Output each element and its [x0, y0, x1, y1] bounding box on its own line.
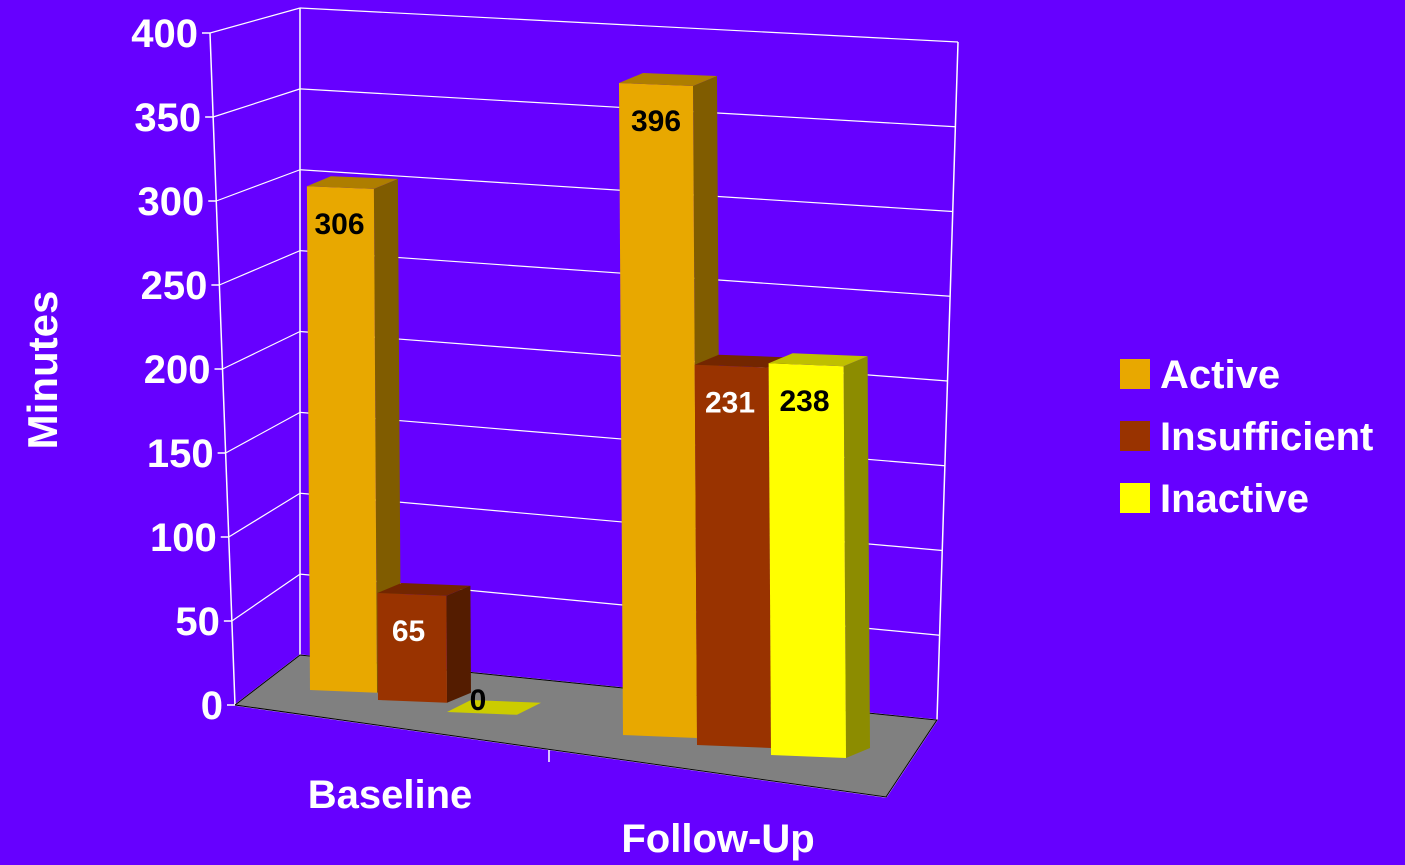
bar-front-face — [377, 593, 447, 703]
gridline-side — [212, 88, 301, 118]
gridline-back — [299, 7, 959, 43]
y-tick-label: 200 — [144, 348, 211, 392]
gridline-side — [225, 411, 301, 454]
bar-top-face — [694, 354, 793, 368]
gridline-side — [219, 250, 301, 286]
legend-swatch — [1120, 359, 1150, 389]
bar-active-baseline — [306, 176, 401, 693]
bar-top-face — [768, 353, 868, 367]
bar-side-face — [373, 178, 401, 693]
bar-insufficient-baseline — [377, 583, 471, 703]
y-tick-label: 100 — [150, 516, 217, 560]
bar-front-face — [306, 186, 377, 693]
bar-front-face — [768, 363, 846, 758]
legend-item-insufficient: Insufficient — [1120, 415, 1373, 459]
data-label-insufficient-baseline: 65 — [392, 615, 425, 648]
y-tick-label: 400 — [131, 12, 198, 56]
bar-inactive-baseline — [447, 700, 541, 715]
y-axis-title: Minutes — [19, 291, 66, 450]
legend-label: Active — [1160, 353, 1280, 397]
y-tick-label: 50 — [175, 600, 220, 644]
gridline-side — [216, 169, 301, 202]
legend-label: Inactive — [1160, 477, 1309, 521]
y-axis: 0 50 100 150 200 250 300 350 400 — [131, 12, 235, 728]
bar-side-face — [843, 356, 870, 758]
category-label-baseline: Baseline — [308, 773, 473, 817]
bar-front-face — [619, 83, 697, 738]
bar-inactive-follow-up — [768, 353, 870, 758]
data-label-inactive-follow-up: 238 — [779, 385, 829, 418]
category-labels: Baseline Follow-Up — [308, 773, 815, 861]
y-tick-label: 150 — [147, 432, 214, 476]
bar-front-face — [694, 364, 771, 748]
data-label-active-baseline: 306 — [314, 208, 364, 241]
legend-label: Insufficient — [1160, 415, 1373, 459]
bar-top-face — [619, 73, 717, 86]
legend-item-inactive: Inactive — [1120, 477, 1309, 521]
legend-item-active: Active — [1120, 353, 1280, 397]
gridline-side — [231, 573, 301, 622]
bar-top-face — [447, 700, 541, 715]
data-label-insufficient-follow-up: 231 — [705, 387, 755, 420]
bar-side-face — [446, 585, 471, 703]
category-label-follow-up: Follow-Up — [621, 817, 814, 861]
gridline-side — [209, 7, 301, 34]
bars — [306, 73, 870, 758]
y-tick-label: 300 — [138, 180, 205, 224]
gridline-side — [222, 330, 301, 370]
y-tick-label: 0 — [201, 684, 223, 728]
legend-swatch — [1120, 483, 1150, 513]
bar-top-face — [306, 176, 398, 189]
legend-swatch — [1120, 421, 1150, 451]
y-tick-label: 350 — [134, 96, 201, 140]
gridline-side — [228, 492, 301, 538]
data-labels: 306 65 0 396 231 238 — [314, 105, 829, 717]
data-label-active-follow-up: 396 — [631, 105, 681, 138]
y-tick-label: 250 — [141, 264, 208, 308]
data-label-inactive-baseline: 0 — [470, 684, 487, 717]
bar-top-face — [377, 583, 471, 596]
legend: Active Insufficient Inactive — [1120, 353, 1373, 521]
